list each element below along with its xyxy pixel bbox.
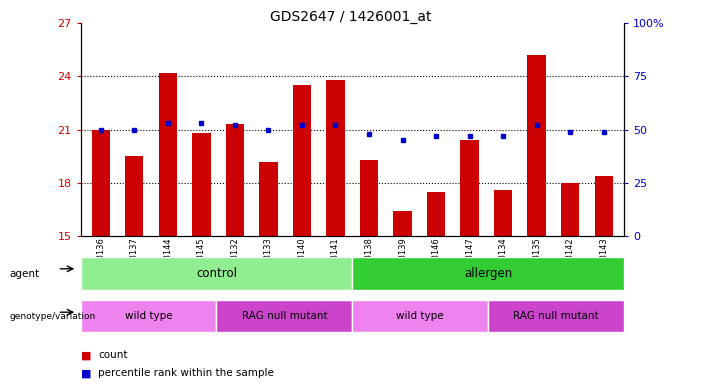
- Text: count: count: [98, 350, 128, 360]
- Bar: [353, 300, 488, 332]
- Bar: [125, 156, 144, 236]
- Text: RAG null mutant: RAG null mutant: [513, 311, 599, 321]
- Text: RAG null mutant: RAG null mutant: [242, 311, 327, 321]
- Bar: [217, 300, 353, 332]
- Text: wild type: wild type: [396, 311, 444, 321]
- Bar: [488, 300, 624, 332]
- Text: percentile rank within the sample: percentile rank within the sample: [98, 368, 274, 378]
- Bar: [527, 55, 546, 236]
- Text: control: control: [196, 267, 237, 280]
- Text: ■: ■: [81, 350, 91, 360]
- Text: ■: ■: [81, 368, 91, 378]
- Bar: [92, 130, 110, 236]
- Text: GDS2647 / 1426001_at: GDS2647 / 1426001_at: [270, 10, 431, 23]
- Text: agent: agent: [9, 269, 39, 279]
- Bar: [192, 133, 210, 236]
- Bar: [427, 192, 445, 236]
- Text: genotype/variation: genotype/variation: [9, 311, 95, 321]
- Text: allergen: allergen: [464, 267, 512, 280]
- Bar: [360, 160, 379, 236]
- Bar: [393, 211, 411, 236]
- Bar: [326, 80, 345, 236]
- Bar: [293, 85, 311, 236]
- Bar: [81, 257, 353, 290]
- Bar: [561, 183, 580, 236]
- Bar: [81, 300, 217, 332]
- Bar: [226, 124, 244, 236]
- Bar: [494, 190, 512, 236]
- Bar: [594, 176, 613, 236]
- Bar: [158, 73, 177, 236]
- Bar: [353, 257, 624, 290]
- Bar: [259, 162, 278, 236]
- Text: wild type: wild type: [125, 311, 172, 321]
- Bar: [461, 140, 479, 236]
